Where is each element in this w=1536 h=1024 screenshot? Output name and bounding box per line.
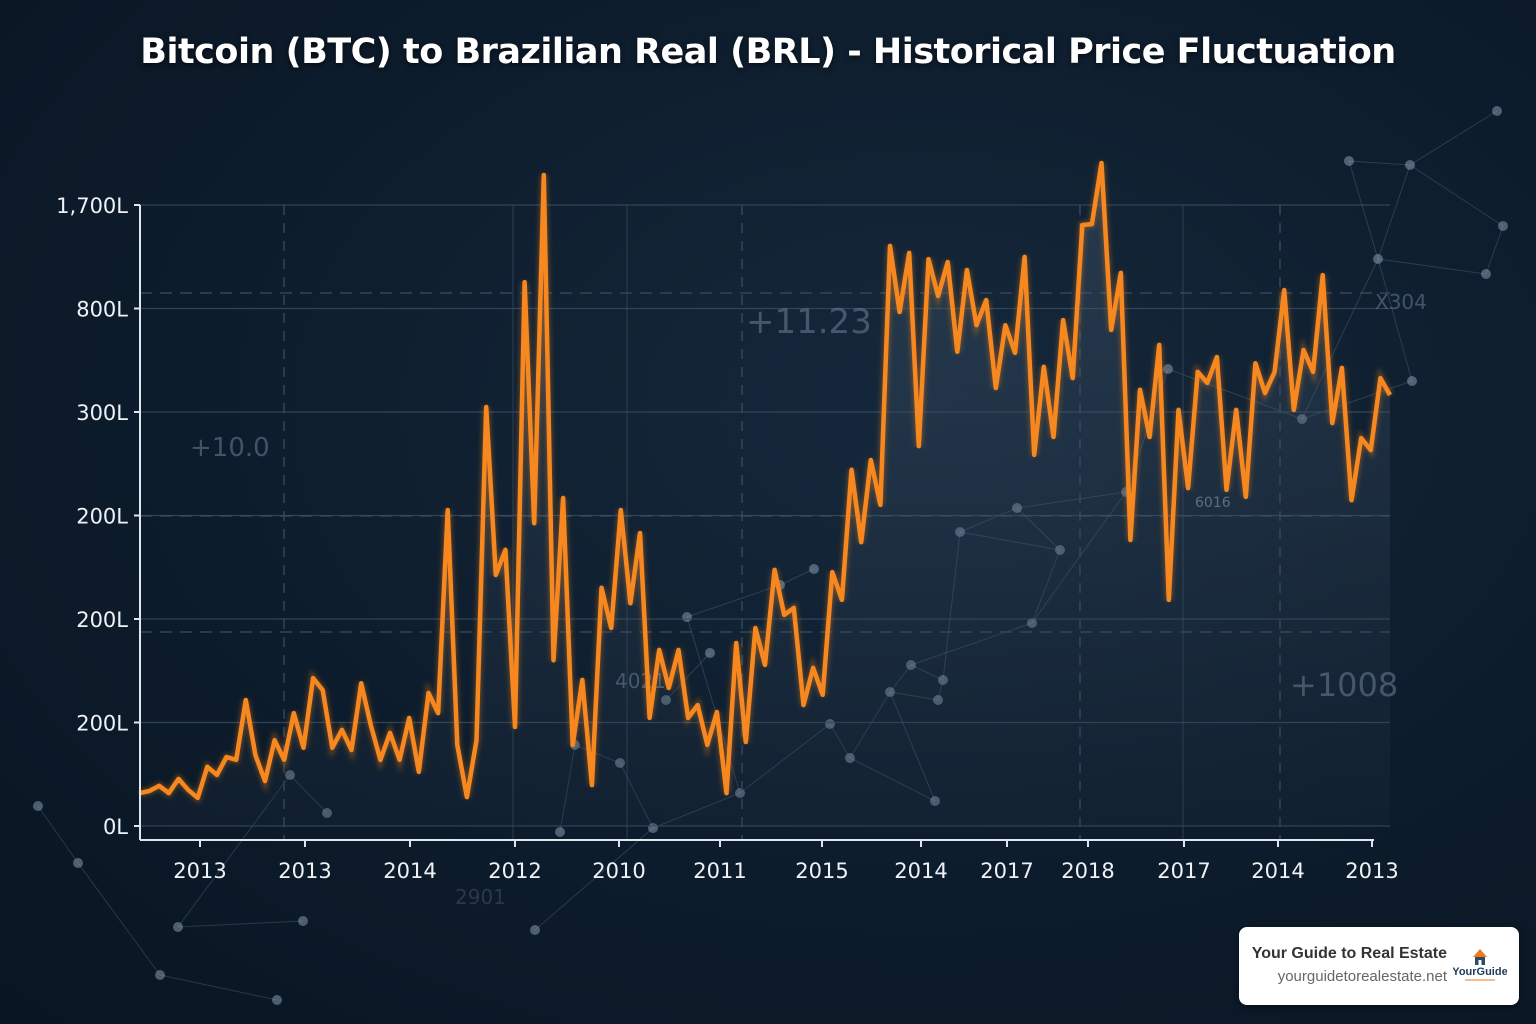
network-edge bbox=[177, 920, 304, 928]
y-tick-label: 800L bbox=[76, 298, 128, 322]
annotations: +10.0 +11.23 +1008 4021 6016 X304 2901 bbox=[190, 290, 1427, 909]
x-tick-label: 2014 bbox=[383, 859, 436, 883]
annotation: 2901 bbox=[455, 885, 506, 909]
network-edge bbox=[37, 805, 79, 864]
network-node bbox=[1498, 221, 1508, 231]
network-edge bbox=[686, 584, 781, 618]
network-edge bbox=[1377, 258, 1413, 382]
network-node bbox=[73, 858, 83, 868]
network-node bbox=[682, 612, 692, 622]
annotation: +11.23 bbox=[746, 302, 872, 342]
y-tick-label: 200L bbox=[76, 505, 128, 529]
network-edge bbox=[159, 974, 278, 1001]
y-tick-label: 0L bbox=[103, 815, 128, 839]
house-icon bbox=[1473, 949, 1487, 965]
x-tick-label: 2010 bbox=[592, 859, 645, 883]
x-tick-label: 2017 bbox=[980, 859, 1033, 883]
annotation: +10.0 bbox=[190, 433, 270, 463]
axes: 0L 200L 200L 200L 300L 800L 1,700L 2013 2013 2014… bbox=[56, 194, 1399, 883]
network-node bbox=[1344, 156, 1354, 166]
network-node bbox=[809, 564, 819, 574]
network-node bbox=[298, 916, 308, 926]
chart-title: Bitcoin (BTC) to Brazilian Real (BRL) - … bbox=[140, 32, 1396, 72]
brand-badge[interactable]: Your Guide to Real Estate yourguidetorea… bbox=[1239, 927, 1519, 1005]
svg-text:YourGuide: YourGuide bbox=[1453, 966, 1507, 978]
annotation: +1008 bbox=[1290, 666, 1398, 704]
network-edge bbox=[77, 862, 161, 976]
y-tick-label: 200L bbox=[76, 712, 128, 736]
network-node bbox=[1481, 269, 1491, 279]
network-edge bbox=[1485, 225, 1504, 275]
network-node bbox=[555, 827, 565, 837]
x-tick-label: 2013 bbox=[173, 859, 226, 883]
x-tick-label: 2013 bbox=[1345, 859, 1398, 883]
network-node bbox=[1405, 160, 1415, 170]
x-tick-label: 2012 bbox=[488, 859, 541, 883]
annotation: X304 bbox=[1375, 290, 1427, 314]
network-edge bbox=[1377, 258, 1487, 275]
network-node bbox=[173, 922, 183, 932]
network-node bbox=[1163, 364, 1173, 374]
brand-logo: YourGuide bbox=[1453, 949, 1507, 981]
network-node bbox=[705, 648, 715, 658]
network-edge bbox=[1409, 164, 1504, 227]
network-edge bbox=[534, 827, 654, 931]
brand-url: yourguidetorealestate.net bbox=[1277, 968, 1447, 985]
network-edge bbox=[1348, 160, 1379, 260]
network-node bbox=[33, 801, 43, 811]
network-node bbox=[272, 995, 282, 1005]
brand-title: Your Guide to Real Estate bbox=[1251, 945, 1447, 962]
x-tick-label: 2014 bbox=[894, 859, 947, 883]
y-tick-label: 200L bbox=[76, 608, 128, 632]
network-edge bbox=[779, 568, 815, 586]
network-edge bbox=[1348, 160, 1411, 166]
x-tick-label: 2014 bbox=[1251, 859, 1304, 883]
x-tick-label: 2013 bbox=[278, 859, 331, 883]
x-tick-label: 2017 bbox=[1157, 859, 1210, 883]
y-tick-label: 300L bbox=[76, 401, 128, 425]
network-node bbox=[530, 925, 540, 935]
y-tick-label: 1,700L bbox=[56, 194, 128, 218]
network-node bbox=[155, 970, 165, 980]
x-tick-label: 2018 bbox=[1061, 859, 1114, 883]
network-node bbox=[1492, 106, 1502, 116]
network-node bbox=[1373, 254, 1383, 264]
network-node bbox=[1407, 376, 1417, 386]
network-edge bbox=[1377, 164, 1411, 260]
annotation: 6016 bbox=[1195, 495, 1231, 511]
x-tick-label: 2011 bbox=[693, 859, 746, 883]
network-edge bbox=[1409, 110, 1498, 166]
x-tick-label: 2015 bbox=[795, 859, 848, 883]
